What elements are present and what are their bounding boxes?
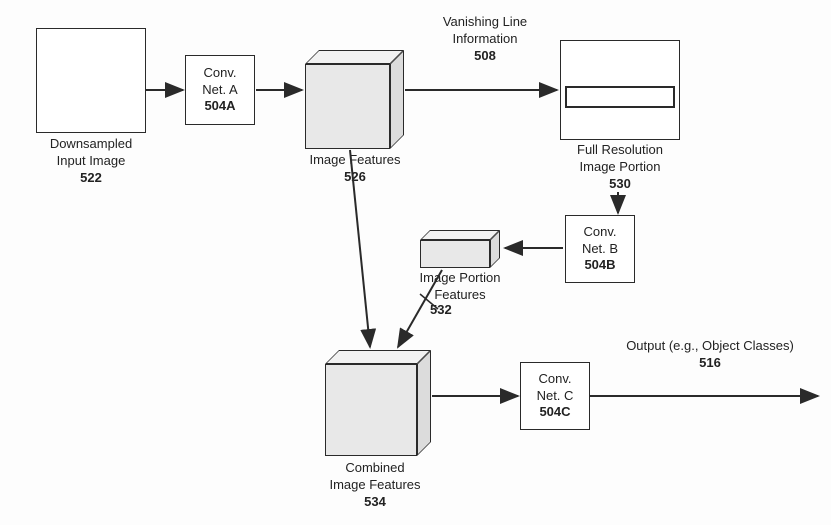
text-combined-title: Combined (345, 460, 404, 475)
text-conva-l1: Conv. (204, 65, 237, 82)
text-imgportion-subtitle: Features (434, 287, 485, 302)
node-combined (325, 350, 431, 456)
label-fullres: Full Resolution Image Portion 530 (555, 142, 685, 193)
text-vanishing-title: Vanishing Line (443, 14, 527, 29)
text-downsampled-ref: 522 (80, 170, 102, 185)
node-fullres (560, 40, 680, 140)
text-fullres-ref: 530 (609, 176, 631, 191)
label-output: Output (e.g., Object Classes) 516 (600, 338, 820, 372)
label-downsampled: Downsampled Input Image 522 (36, 136, 146, 187)
text-convc-l2: Net. C (537, 388, 574, 405)
text-imgportion-ref: 532 (430, 302, 452, 317)
text-conva-l2: Net. A (202, 82, 237, 99)
text-convb-l2: Net. B (582, 241, 618, 258)
text-downsampled-subtitle: Input Image (57, 153, 126, 168)
fullres-band (565, 86, 675, 108)
text-combined-subtitle: Image Features (329, 477, 420, 492)
text-imgportion-title: Image Portion (420, 270, 501, 285)
node-conv-c: Conv. Net. C 504C (520, 362, 590, 430)
node-image-features (305, 50, 404, 149)
text-convb-ref: 504B (584, 257, 615, 274)
label-image-portion-features: Image Portion Features (400, 270, 520, 304)
node-downsampled (36, 28, 146, 133)
text-conva-ref: 504A (204, 98, 235, 115)
text-fullres-subtitle: Image Portion (580, 159, 661, 174)
text-convc-ref: 504C (539, 404, 570, 421)
node-image-portion-features (420, 230, 500, 268)
label-image-features: Image Features 526 (290, 152, 420, 186)
label-combined: Combined Image Features 534 (310, 460, 440, 511)
text-combined-ref: 534 (364, 494, 386, 509)
text-imgfeat-title: Image Features (309, 152, 400, 167)
text-downsampled-title: Downsampled (50, 136, 132, 151)
label-imgportion-ref: 532 (430, 302, 480, 319)
text-vanishing-ref: 508 (474, 48, 496, 63)
node-conv-a: Conv. Net. A 504A (185, 55, 255, 125)
node-conv-b: Conv. Net. B 504B (565, 215, 635, 283)
label-vanishing: Vanishing Line Information 508 (420, 14, 550, 65)
text-vanishing-subtitle: Information (452, 31, 517, 46)
text-convb-l1: Conv. (584, 224, 617, 241)
text-output-title: Output (e.g., Object Classes) (626, 338, 794, 353)
text-imgfeat-ref: 526 (344, 169, 366, 184)
text-output-ref: 516 (699, 355, 721, 370)
text-convc-l1: Conv. (539, 371, 572, 388)
text-fullres-title: Full Resolution (577, 142, 663, 157)
